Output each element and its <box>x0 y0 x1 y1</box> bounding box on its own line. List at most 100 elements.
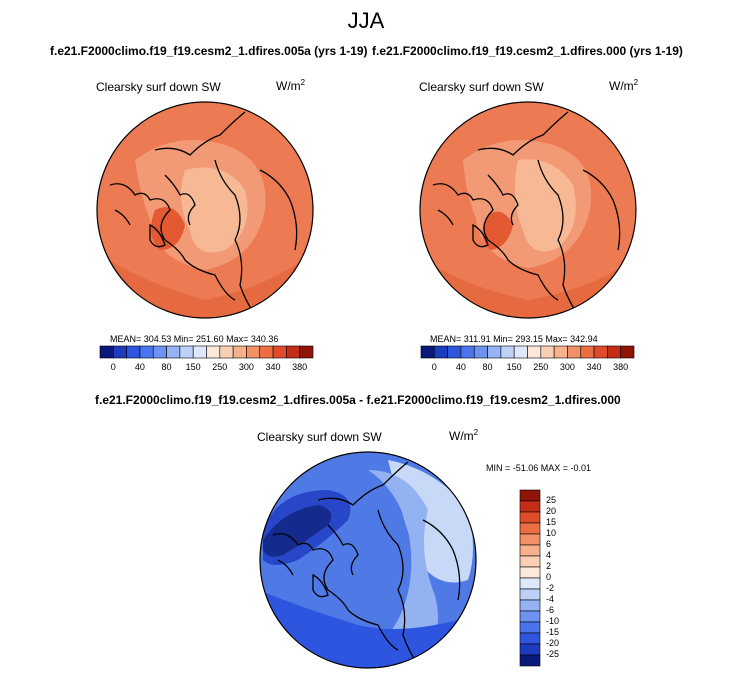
right-colorbar-tick-label: 340 <box>586 362 602 372</box>
left-polar-map <box>96 101 314 319</box>
left-colorbar-swatch <box>139 345 154 359</box>
right-colorbar-swatch <box>500 345 515 359</box>
left-colorbar-swatch <box>113 345 127 359</box>
left-colorbar-labels: 0 40 80 150 250 300 340 380 <box>100 362 313 374</box>
left-run-title: f.e21.F2000climo.f19_f19.cesm2_1.dfires.… <box>50 44 368 58</box>
diff-colorbar-swatch <box>519 489 541 502</box>
left-colorbar-swatch <box>232 345 247 359</box>
left-colorbar-swatch <box>99 345 114 359</box>
diff-colorbar-tick-label: 15 <box>546 517 557 527</box>
diff-colorbar-swatch <box>519 566 541 579</box>
left-colorbar-swatch <box>166 345 181 359</box>
left-colorbar-swatch <box>246 345 261 359</box>
diff-colorbar-swatch <box>519 632 541 645</box>
diff-unit-label: W/m2 <box>449 428 479 443</box>
right-colorbar-tick-label: 80 <box>482 362 493 372</box>
left-colorbar-tick-label: 0 <box>110 362 116 372</box>
left-colorbar-swatch <box>272 345 287 359</box>
diff-colorbar-tick-label: 2 <box>546 561 552 571</box>
diff-colorbar-swatch <box>519 544 541 557</box>
diff-colorbar-tick-label: 0 <box>546 572 552 582</box>
left-colorbar-swatch <box>206 345 221 359</box>
right-colorbar-swatch <box>540 345 555 359</box>
diff-colorbar-swatch <box>519 555 541 568</box>
right-colorbar-swatch <box>513 345 528 359</box>
diff-colorbar-swatch <box>519 577 541 590</box>
right-colorbar-swatch <box>593 345 608 359</box>
diff-colorbar-swatch <box>519 654 541 667</box>
right-colorbar-swatch <box>447 345 462 359</box>
right-colorbar-swatch <box>487 345 502 359</box>
diff-colorbar-swatch <box>519 610 541 623</box>
diff-title: f.e21.F2000climo.f19_f19.cesm2_1.dfires.… <box>95 393 621 407</box>
diff-colorbar-tick-label: -15 <box>546 627 560 637</box>
right-colorbar-swatch <box>620 345 635 359</box>
left-colorbar-swatch <box>192 345 207 359</box>
left-colorbar-tick-label: 300 <box>238 362 254 372</box>
diff-polar-map <box>259 451 477 669</box>
diff-colorbar-swatch <box>519 621 541 634</box>
diff-colorbar-tick-label: 6 <box>546 539 552 549</box>
left-unit-label: W/m2 <box>276 78 306 93</box>
left-map-contour-dark <box>151 207 185 250</box>
diff-colorbar-tick-label: -4 <box>546 594 555 604</box>
diff-colorbar-tick-label: -6 <box>546 605 555 615</box>
left-colorbar-tick-label: 380 <box>292 362 308 372</box>
diff-colorbar-tick-label: 20 <box>546 506 557 516</box>
left-colorbar-tick-label: 340 <box>265 362 281 372</box>
left-colorbar-swatch <box>219 345 234 359</box>
right-unit-label: W/m2 <box>609 78 639 93</box>
right-colorbar-tick-label: 250 <box>533 362 549 372</box>
left-stats: MEAN= 304.53 Min= 251.60 Max= 340.36 <box>110 334 279 344</box>
left-colorbar-tick-label: 250 <box>212 362 228 372</box>
diff-colorbar-swatch <box>519 588 541 601</box>
left-colorbar-swatch <box>152 345 167 359</box>
diff-colorbar-swatch <box>519 500 541 513</box>
diff-colorbar-tick-label: -10 <box>546 616 560 626</box>
right-colorbar-tick-label: 0 <box>431 362 437 372</box>
right-colorbar-tick-label: 40 <box>455 362 466 372</box>
diff-variable-label: Clearsky surf down SW <box>257 430 382 444</box>
right-colorbar-swatch <box>553 345 568 359</box>
left-colorbar-swatch <box>299 345 314 359</box>
right-colorbar-swatch <box>580 345 595 359</box>
diff-colorbar-tick-label: -2 <box>546 583 555 593</box>
left-colorbar-tick-label: 40 <box>134 362 145 372</box>
right-colorbar-tick-label: 150 <box>506 362 522 372</box>
right-colorbar-swatch <box>473 345 488 359</box>
right-map-coastlines <box>432 111 621 316</box>
right-colorbar-labels: 0 40 80 150 250 300 340 380 <box>421 362 634 374</box>
diff-colorbar-swatch <box>519 599 541 612</box>
diff-colorbar-labels: 25 20 15 10 6 4 2 0 -2 -4 -6 -10 -15 -20 -25 <box>546 490 576 666</box>
left-colorbar <box>99 345 314 359</box>
left-map-contour-lighter <box>181 167 248 253</box>
right-variable-label: Clearsky surf down SW <box>419 80 544 94</box>
diff-colorbar-swatch <box>519 511 541 524</box>
right-colorbar-swatch <box>420 345 435 359</box>
diff-colorbar-tick-label: 4 <box>546 550 552 560</box>
right-colorbar-tick-label: 300 <box>559 362 575 372</box>
diff-colorbar-swatch <box>519 643 541 656</box>
page-title: JJA <box>347 8 385 33</box>
diff-map-contour-darker <box>263 505 332 557</box>
right-colorbar-swatch <box>460 345 475 359</box>
right-map-contour-dark <box>482 211 513 250</box>
diff-map-contour-light <box>368 470 438 668</box>
diff-colorbar-swatch <box>519 533 541 546</box>
diff-colorbar <box>519 489 541 667</box>
diff-colorbar-tick-label: -25 <box>546 649 560 659</box>
right-colorbar-tick-label: 380 <box>613 362 629 372</box>
right-colorbar <box>420 345 635 359</box>
left-colorbar-tick-label: 80 <box>161 362 172 372</box>
left-map-coastlines <box>109 111 298 316</box>
right-colorbar-swatch <box>527 345 542 359</box>
left-colorbar-swatch <box>126 345 141 359</box>
diff-colorbar-tick-label: 10 <box>546 528 557 538</box>
right-colorbar-swatch <box>567 345 582 359</box>
diff-colorbar-tick-label: 25 <box>546 495 557 505</box>
diff-colorbar-tick-label: -20 <box>546 638 560 648</box>
left-colorbar-swatch <box>286 345 300 359</box>
left-colorbar-swatch <box>259 345 274 359</box>
diff-colorbar-swatch <box>519 522 541 535</box>
right-run-title: f.e21.F2000climo.f19_f19.cesm2_1.dfires.… <box>372 44 683 58</box>
